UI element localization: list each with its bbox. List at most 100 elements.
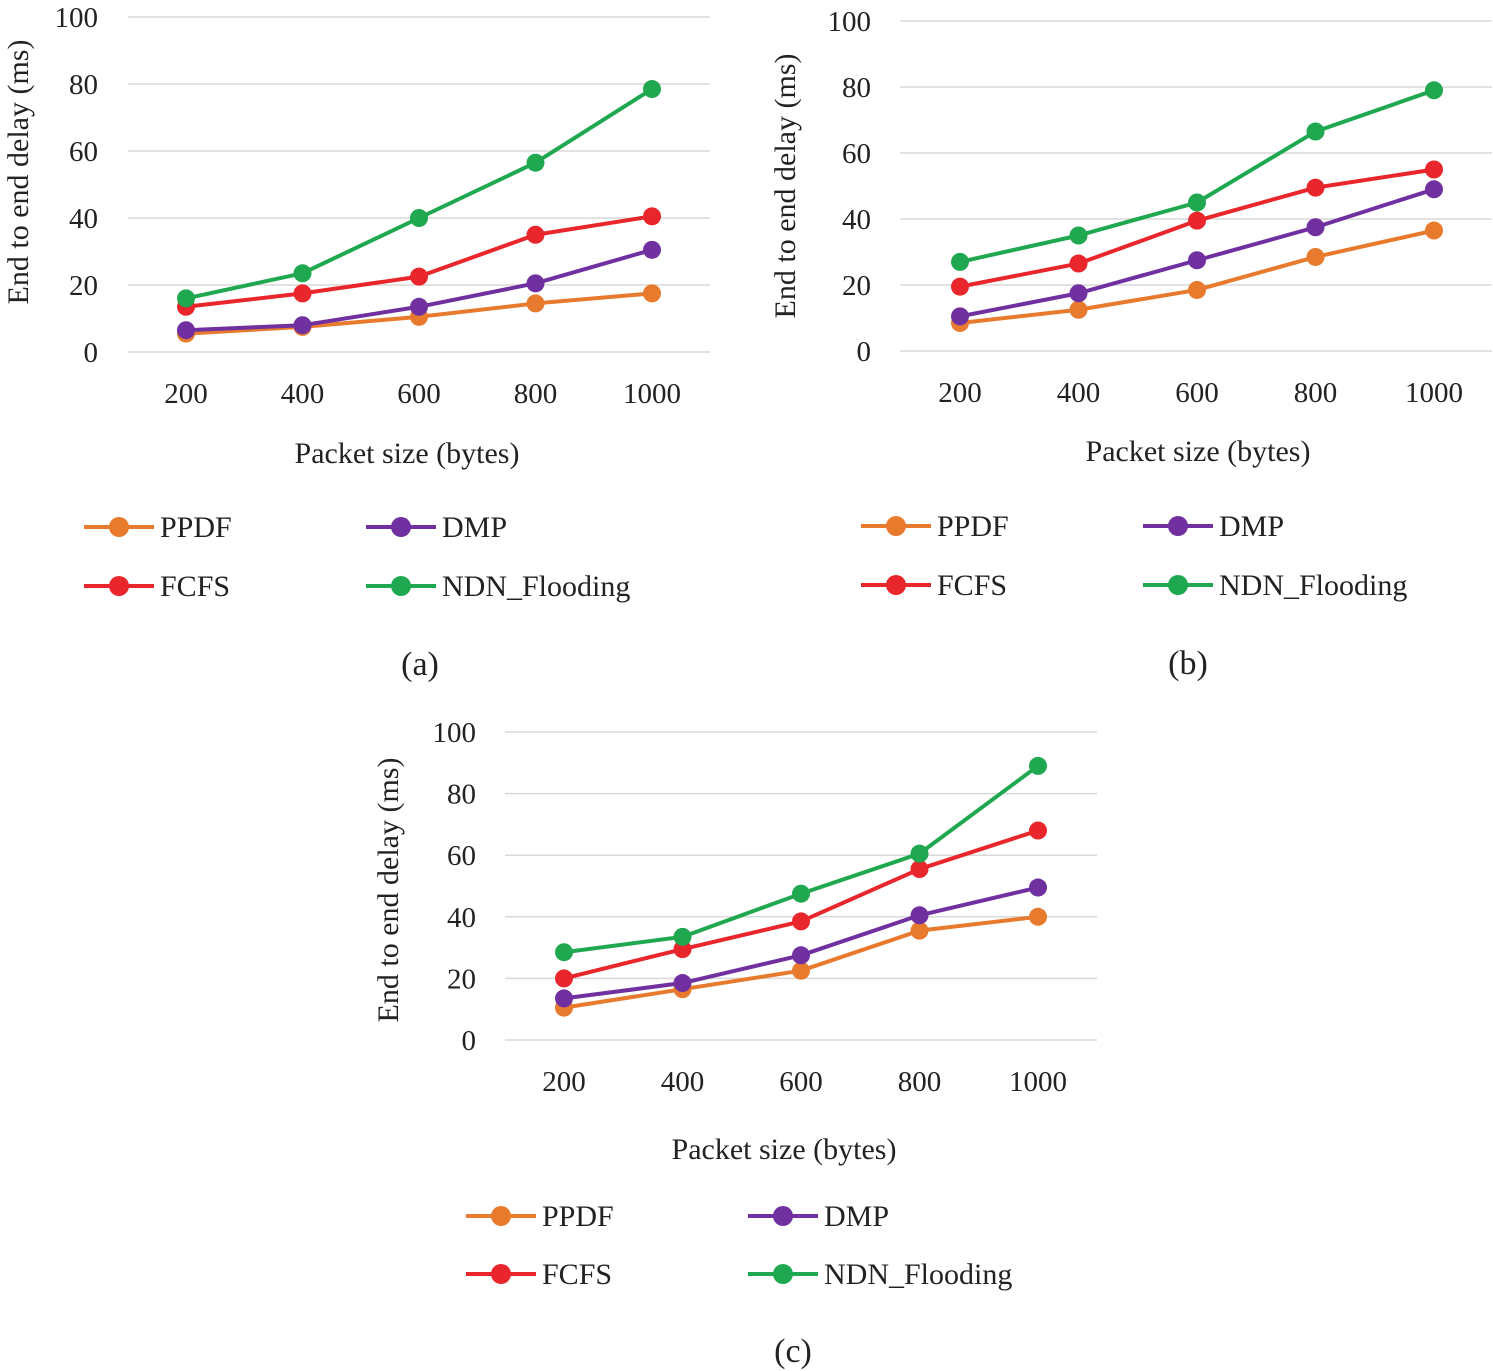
data-point-fcfs (293, 284, 312, 303)
legend-item-ppdf: PPDF (466, 1200, 614, 1233)
data-point-ppdf (792, 961, 810, 980)
legend-item-ndn-flooding: NDN_Flooding (366, 570, 630, 603)
panel-label: (a) (401, 646, 439, 683)
y-tick-label: 100 (55, 2, 99, 34)
legend-item-fcfs: FCFS (466, 1258, 612, 1291)
legend-label: PPDF (160, 511, 232, 544)
series-line-ndn-flooding (184, 87, 654, 301)
y-tick-label: 0 (462, 1025, 477, 1057)
panel-label: (c) (774, 1333, 812, 1370)
y-tick-label: 60 (842, 138, 871, 170)
legend-swatch-marker (886, 575, 906, 595)
y-tick-label: 80 (842, 72, 871, 104)
x-axis-title: Packet size (bytes) (1086, 435, 1311, 468)
legend-swatch-marker (391, 576, 411, 596)
legend-label: DMP (1219, 510, 1284, 543)
y-tick-label: 40 (842, 204, 871, 236)
legend-label: PPDF (542, 1200, 614, 1233)
data-point-dmp (1425, 180, 1443, 199)
legend-swatch-marker (1168, 516, 1188, 536)
y-tick-label: 40 (69, 203, 98, 235)
legend-swatch-marker (886, 516, 906, 536)
legend-swatch-marker (109, 576, 129, 596)
legend-label: DMP (442, 511, 507, 544)
y-tick-label: 80 (69, 69, 98, 101)
y-tick-label: 20 (447, 963, 476, 995)
data-point-dmp (910, 906, 929, 925)
legend-item-ppdf: PPDF (861, 510, 1009, 543)
x-tick-label: 800 (1294, 377, 1338, 409)
legend-label: NDN_Flooding (1219, 569, 1407, 602)
data-point-ndn-flooding (1029, 756, 1047, 775)
data-point-ndn-flooding (910, 844, 929, 863)
y-tick-label: 80 (447, 779, 476, 811)
data-point-ndn-flooding (673, 927, 692, 946)
data-point-fcfs (1069, 254, 1088, 273)
legend-item-ndn-flooding: NDN_Flooding (748, 1258, 1012, 1291)
y-tick-label: 100 (828, 6, 872, 38)
x-tick-label: 200 (164, 378, 208, 410)
legend-item-fcfs: FCFS (84, 570, 230, 603)
x-axis-title: Packet size (bytes) (295, 437, 520, 470)
chart-panel-b: 0 20 40 60 80 100 200 400 600 800 1000 Packet size … (769, 6, 1492, 682)
legend-item-ndn-flooding: NDN_Flooding (1143, 569, 1407, 602)
data-point-fcfs (1188, 211, 1206, 230)
data-point-dmp (177, 321, 195, 340)
data-point-ppdf (1306, 247, 1325, 266)
y-axis-title: End to end delay (ms) (769, 54, 802, 319)
x-tick-label: 600 (1175, 377, 1219, 409)
data-point-fcfs (1425, 160, 1443, 179)
y-tick-label: 0 (857, 336, 872, 368)
x-tick-label: 400 (281, 378, 325, 410)
legend-swatch-marker (1168, 575, 1188, 595)
data-point-ndn-flooding (1069, 226, 1088, 245)
x-tick-label: 400 (661, 1066, 705, 1098)
y-tick-label: 40 (447, 902, 476, 934)
data-point-dmp (1306, 218, 1325, 237)
y-axis-title: End to end delay (ms) (2, 40, 35, 305)
data-point-dmp (673, 974, 692, 993)
legend-label: NDN_Flooding (824, 1258, 1012, 1291)
x-axis-title: Packet size (bytes) (672, 1133, 897, 1166)
x-tick-label: 1000 (623, 378, 681, 410)
data-point-ndn-flooding (792, 884, 810, 903)
data-point-ppdf (1188, 280, 1206, 299)
legend-swatch-marker (491, 1264, 511, 1284)
data-point-dmp (410, 297, 428, 316)
y-tick-label: 20 (69, 270, 98, 302)
data-point-fcfs (1029, 821, 1047, 840)
data-point-ndn-flooding (526, 153, 545, 172)
legend-item-ppdf: PPDF (84, 511, 232, 544)
y-axis-title: End to end delay (ms) (372, 758, 405, 1023)
legend-label: FCFS (542, 1258, 612, 1291)
data-point-dmp (555, 989, 573, 1008)
data-point-dmp (1188, 251, 1206, 270)
data-point-ppdf (526, 294, 545, 313)
x-tick-label: 800 (514, 378, 558, 410)
y-tick-label: 100 (433, 717, 477, 749)
data-point-fcfs (410, 267, 428, 286)
data-point-fcfs (1306, 178, 1325, 197)
data-point-dmp (792, 946, 810, 965)
data-point-ndn-flooding (293, 264, 312, 283)
data-point-fcfs (792, 912, 810, 931)
data-point-ppdf (1029, 907, 1047, 926)
data-point-ndn-flooding (643, 80, 661, 99)
x-tick-label: 800 (898, 1066, 942, 1098)
data-point-fcfs (673, 940, 692, 959)
data-point-ppdf (910, 921, 929, 940)
data-point-dmp (1069, 284, 1088, 303)
x-tick-label: 600 (779, 1066, 823, 1098)
data-point-ndn-flooding (177, 289, 195, 308)
x-tick-label: 400 (1057, 377, 1101, 409)
legend-swatch-marker (773, 1264, 793, 1284)
legend-label: NDN_Flooding (442, 570, 630, 603)
y-tick-label: 60 (447, 840, 476, 872)
series-line-fcfs (184, 214, 654, 309)
data-point-fcfs (526, 225, 545, 244)
data-point-dmp (643, 240, 661, 259)
y-tick-label: 20 (842, 270, 871, 302)
data-point-ppdf (1425, 221, 1443, 240)
data-point-ndn-flooding (410, 209, 428, 227)
data-point-fcfs (951, 277, 969, 296)
